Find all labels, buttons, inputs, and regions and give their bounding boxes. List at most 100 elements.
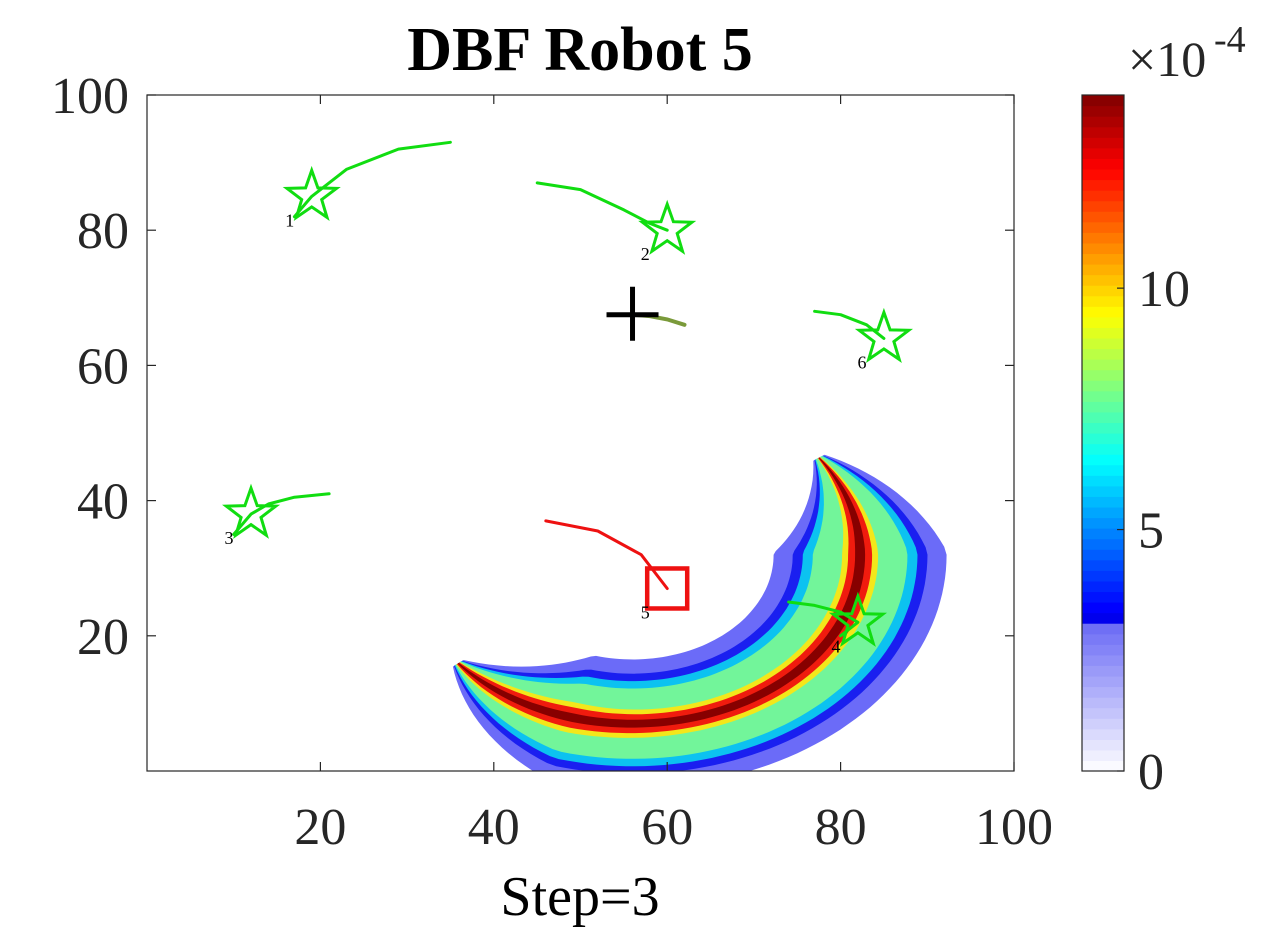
robot-3-label: 3	[225, 528, 234, 548]
colorbar-band	[1082, 559, 1124, 571]
robot-4-star	[828, 591, 888, 647]
colorbar-band	[1082, 686, 1124, 698]
colorbar-band	[1082, 158, 1124, 170]
x-axis: 20 40 60 80 100	[294, 95, 1053, 856]
colorbar-band	[1082, 242, 1124, 255]
robot-5-label: 5	[641, 602, 650, 622]
colorbar-band	[1082, 749, 1124, 762]
colorbar-band	[1082, 496, 1124, 508]
y-axis: 20 40 60 80 100	[51, 68, 1014, 666]
y-tick-label: 100	[51, 68, 129, 125]
colorbar-band	[1082, 327, 1124, 339]
x-tick-label: 80	[815, 799, 867, 856]
colorbar-band	[1082, 211, 1124, 223]
robot-6-star	[854, 307, 914, 364]
robot-5-trail	[544, 519, 669, 590]
colorbar-band	[1082, 485, 1124, 497]
colorbar-band	[1082, 295, 1124, 307]
colorbar-band	[1082, 760, 1124, 772]
colorbar-tick-label: 0	[1138, 744, 1164, 801]
robot-1-label: 1	[285, 210, 294, 230]
colorbar-band	[1082, 728, 1124, 740]
colorbar-band	[1082, 95, 1124, 107]
colorbar-band	[1082, 454, 1124, 466]
robot-3-star	[222, 483, 281, 539]
robot-1-trail	[292, 140, 452, 219]
colorbar-band	[1082, 411, 1124, 424]
colorbar-ticks: 0 5 10	[1117, 261, 1190, 801]
colorbar-gradient	[1082, 95, 1124, 772]
x-axis-label: Step=3	[500, 866, 659, 928]
robot-4-trail	[787, 600, 860, 638]
colorbar-band	[1082, 475, 1124, 487]
colorbar-band	[1082, 739, 1124, 751]
colorbar-band	[1082, 390, 1124, 402]
colorbar-band	[1082, 623, 1124, 635]
colorbar-frame	[1081, 94, 1125, 772]
colorbar-exponent: -4	[1214, 19, 1246, 61]
robot-1-star	[282, 165, 341, 222]
colorbar-band	[1082, 147, 1124, 159]
colorbar-band	[1082, 422, 1124, 434]
robot-3-trail	[232, 492, 331, 536]
colorbar-band	[1082, 137, 1124, 149]
colorbar-band	[1082, 570, 1124, 582]
robot-5-square	[644, 566, 690, 611]
colorbar-band	[1082, 316, 1124, 328]
colorbar-band	[1082, 591, 1124, 603]
colorbar-band	[1082, 612, 1124, 624]
belief-contours	[452, 454, 947, 771]
colorbar-band	[1082, 126, 1124, 138]
robot-2-star	[638, 199, 697, 255]
colorbar-tick-label: 10	[1138, 261, 1190, 318]
x-tick-label: 40	[468, 799, 520, 856]
colorbar-band	[1082, 116, 1124, 128]
colorbar-band	[1082, 348, 1124, 360]
colorbar-band	[1082, 359, 1124, 371]
colorbar-band	[1082, 306, 1124, 318]
robot-6-trail	[813, 309, 886, 340]
colorbar-band	[1082, 707, 1124, 719]
colorbar-band	[1082, 528, 1124, 540]
colorbar-band	[1082, 285, 1124, 297]
colorbar-band	[1082, 264, 1124, 276]
colorbar-band	[1082, 644, 1124, 656]
robot-2-trail	[535, 181, 669, 232]
colorbar-band	[1082, 443, 1124, 455]
colorbar-band	[1082, 697, 1124, 709]
colorbar-band	[1082, 580, 1124, 593]
colorbar-band	[1082, 190, 1124, 202]
y-tick-label: 80	[77, 203, 129, 260]
colorbar-band	[1082, 665, 1124, 677]
robot-4-label: 4	[831, 636, 840, 656]
x-tick-label: 20	[294, 799, 346, 856]
x-tick-label: 60	[641, 799, 693, 856]
colorbar-band	[1082, 200, 1124, 212]
colorbar-band	[1082, 369, 1124, 381]
colorbar-band	[1082, 380, 1124, 392]
colorbar-band	[1082, 168, 1124, 181]
y-tick-label: 20	[77, 609, 129, 666]
colorbar-band	[1082, 654, 1124, 666]
colorbar-band	[1082, 253, 1124, 265]
robot-6-label: 6	[857, 352, 866, 372]
colorbar-multiplier: ×10	[1128, 31, 1206, 87]
colorbar-band	[1082, 538, 1124, 550]
colorbar-band	[1082, 675, 1124, 688]
chart-title: DBF Robot 5	[407, 16, 753, 84]
colorbar-tick-label: 5	[1138, 503, 1164, 560]
colorbar-band	[1082, 105, 1124, 117]
colorbar-band	[1082, 179, 1124, 191]
colorbar-band	[1082, 232, 1124, 244]
colorbar-band	[1082, 517, 1124, 529]
colorbar-band	[1082, 337, 1124, 350]
colorbar-band	[1082, 221, 1124, 233]
colorbar-band	[1082, 549, 1124, 561]
y-tick-label: 60	[77, 338, 129, 395]
colorbar-band	[1082, 718, 1124, 730]
colorbar-band	[1082, 633, 1124, 645]
plot-frame	[146, 94, 1015, 772]
colorbar-band	[1082, 274, 1124, 286]
y-tick-label: 40	[77, 474, 129, 531]
